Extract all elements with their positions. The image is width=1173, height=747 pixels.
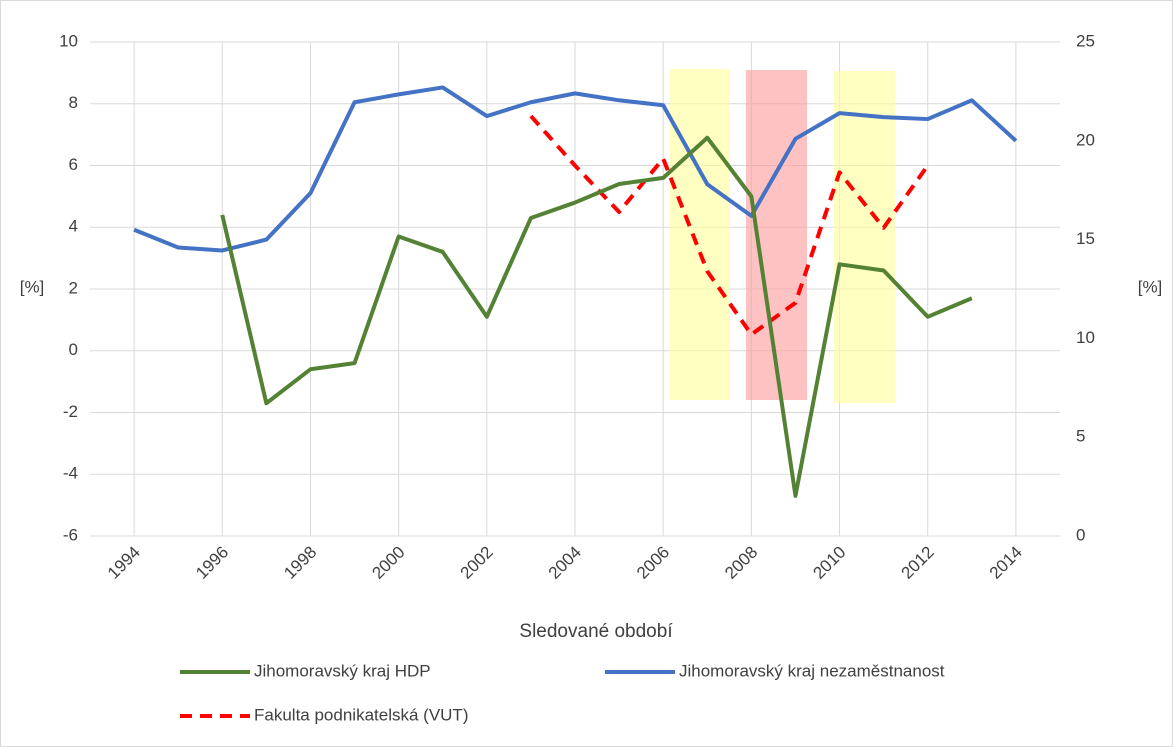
y2-tick-label: 5	[1076, 427, 1085, 446]
y2-tick-label: 15	[1076, 229, 1095, 248]
series-line	[133, 85, 1018, 253]
legend-label: Fakulta podnikatelská (VUT)	[254, 705, 468, 724]
y-tick-label: 10	[59, 31, 78, 50]
y2-tick-label: 20	[1076, 130, 1095, 149]
y-tick-label: 8	[69, 93, 78, 112]
y-tick-label: 6	[69, 155, 78, 174]
y-tick-label: -6	[63, 525, 78, 544]
legend-label: Jihomoravský kraj nezaměstnanost	[679, 661, 945, 680]
legend-label: Jihomoravský kraj HDP	[254, 661, 431, 680]
y-tick-label: 0	[69, 340, 78, 359]
series-line	[529, 114, 930, 337]
highlight-yellow	[834, 71, 895, 403]
y2-tick-label: 0	[1076, 525, 1085, 544]
y2-axis-label: [%]	[1138, 277, 1163, 296]
highlight-periods	[670, 69, 895, 403]
y-tick-label: -2	[63, 402, 78, 421]
x-axis-label: Sledované období	[519, 621, 673, 642]
y-tick-label: 4	[69, 217, 78, 236]
y2-tick-label: 10	[1076, 328, 1095, 347]
y-tick-label: -4	[63, 464, 78, 483]
y2-tick-label: 25	[1076, 31, 1095, 50]
series-line	[220, 135, 973, 498]
y-tick-label: 2	[69, 278, 78, 297]
highlight-yellow	[670, 69, 730, 400]
y-axis-label: [%]	[20, 277, 45, 296]
